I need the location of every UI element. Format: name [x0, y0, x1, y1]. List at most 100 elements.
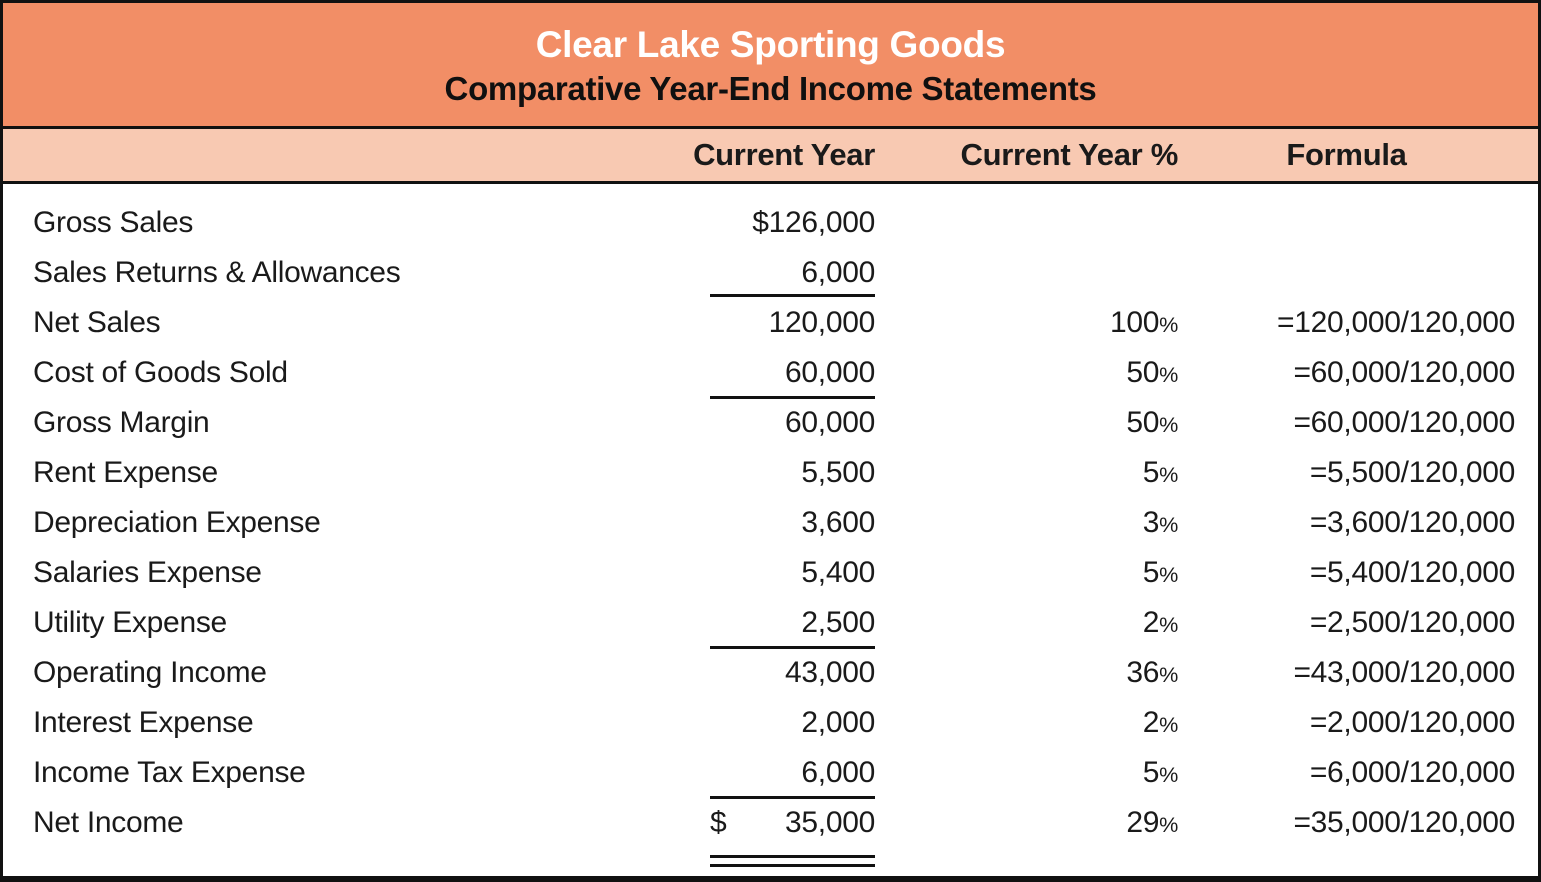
- row-percent: 5%: [875, 448, 1179, 500]
- amount-value: 60,000: [785, 406, 875, 439]
- row-percent: [875, 198, 1178, 248]
- row-amount: 3,600: [603, 498, 875, 550]
- table-row-interest-expense: Interest Expense 2,000 2% =2,000/120,000: [3, 698, 1538, 748]
- table-row-operating-income: Operating Income 43,000 36% =43,000/120,…: [3, 648, 1538, 698]
- statement-body: Gross Sales $126,000 Sales Returns & All…: [3, 184, 1538, 867]
- row-label: Income Tax Expense: [33, 756, 306, 789]
- row-formula: =35,000/120,000: [1293, 806, 1515, 839]
- table-row-net-sales: Net Sales 120,000 100% =120,000/120,000: [3, 298, 1538, 348]
- percent-value: 5: [1142, 556, 1160, 589]
- row-label: Cost of Goods Sold: [33, 356, 288, 389]
- percent-sign: %: [1159, 512, 1178, 537]
- row-label: Gross Margin: [33, 406, 210, 439]
- row-amount: 6,000: [603, 248, 875, 298]
- amount-value: 35,000: [785, 806, 875, 839]
- row-label: Utility Expense: [33, 606, 227, 639]
- percent-sign: %: [1159, 362, 1178, 387]
- row-formula: =3,600/120,000: [1309, 506, 1515, 539]
- row-formula: =5,500/120,000: [1309, 456, 1515, 489]
- percent-value: 50: [1126, 356, 1160, 389]
- row-percent: 2%: [875, 698, 1179, 750]
- amount-value: 2,500: [801, 606, 875, 639]
- row-amount: 2,500: [603, 598, 875, 650]
- amount-value: 43,000: [785, 656, 875, 689]
- statement-subtitle: Comparative Year-End Income Statements: [444, 70, 1097, 107]
- percent-sign: %: [1159, 712, 1178, 737]
- row-label: Depreciation Expense: [33, 506, 321, 539]
- amount-value: 5,400: [801, 556, 875, 589]
- percent-value: 2: [1142, 706, 1160, 739]
- percent-value: 50: [1126, 406, 1160, 439]
- table-row-depreciation-expense: Depreciation Expense 3,600 3% =3,600/120…: [3, 498, 1538, 548]
- row-formula: =5,400/120,000: [1309, 556, 1515, 589]
- table-row-income-tax-expense: Income Tax Expense 6,000 5% =6,000/120,0…: [3, 748, 1538, 800]
- amount-value: 5,500: [801, 456, 875, 489]
- percent-value: 3: [1142, 506, 1160, 539]
- table-row-rent-expense: Rent Expense 5,500 5% =5,500/120,000: [3, 448, 1538, 498]
- row-label: Salaries Expense: [33, 556, 262, 589]
- row-formula: =120,000/120,000: [1277, 306, 1515, 339]
- row-formula: =2,500/120,000: [1309, 606, 1515, 639]
- row-amount: 6,000: [603, 748, 875, 800]
- percent-sign: %: [1159, 312, 1178, 337]
- row-formula: =60,000/120,000: [1293, 406, 1515, 439]
- percent-sign: %: [1159, 412, 1178, 437]
- table-row-cogs: Cost of Goods Sold 60,000 50% =60,000/12…: [3, 348, 1538, 400]
- column-header-current-year-pct: Current Year %: [960, 137, 1179, 172]
- row-formula: =43,000/120,000: [1293, 656, 1515, 689]
- table-row-gross-margin: Gross Margin 60,000 50% =60,000/120,000: [3, 398, 1538, 448]
- row-label: Gross Sales: [33, 206, 194, 239]
- row-amount: $126,000: [603, 198, 875, 248]
- column-header-row: Current Year Current Year % Formula: [3, 129, 1538, 184]
- row-formula: =60,000/120,000: [1293, 356, 1515, 389]
- currency-symbol: $: [710, 806, 727, 839]
- row-amount: 43,000: [603, 648, 875, 700]
- row-amount: $35,000: [603, 798, 875, 867]
- amount-value: $126,000: [752, 206, 875, 239]
- percent-value: 29: [1126, 806, 1160, 839]
- row-percent: 36%: [875, 648, 1178, 700]
- row-label: Net Sales: [33, 306, 161, 339]
- amount-value: 6,000: [801, 256, 875, 289]
- row-label: Sales Returns & Allowances: [33, 256, 401, 289]
- percent-value: 36: [1126, 656, 1160, 689]
- row-formula: [1178, 198, 1538, 248]
- company-title: Clear Lake Sporting Goods: [535, 23, 1006, 65]
- row-percent: 50%: [875, 398, 1178, 450]
- row-amount: 5,500: [603, 448, 875, 500]
- row-percent: 29%: [875, 798, 1178, 850]
- row-amount: 2,000: [603, 698, 875, 750]
- row-amount: 60,000: [603, 398, 875, 450]
- table-row-sales-returns: Sales Returns & Allowances 6,000: [3, 248, 1538, 298]
- row-label: Rent Expense: [33, 456, 218, 489]
- row-label: Operating Income: [33, 656, 267, 689]
- row-label: Net Income: [33, 806, 184, 839]
- amount-value: 2,000: [801, 706, 875, 739]
- row-formula: =2,000/120,000: [1309, 706, 1515, 739]
- statement-header: Clear Lake Sporting Goods Comparative Ye…: [3, 3, 1538, 129]
- amount-value: 60,000: [785, 356, 875, 389]
- percent-sign: %: [1159, 612, 1178, 637]
- percent-sign: %: [1159, 812, 1178, 837]
- percent-sign: %: [1159, 762, 1178, 787]
- table-row-net-income: Net Income $35,000 29% =35,000/120,000: [3, 798, 1538, 867]
- amount-value: 6,000: [801, 756, 875, 789]
- column-header-current-year: Current Year: [693, 137, 875, 172]
- row-formula: =6,000/120,000: [1309, 756, 1515, 789]
- row-percent: 3%: [875, 498, 1179, 550]
- table-row-gross-sales: Gross Sales $126,000: [3, 198, 1538, 248]
- table-row-utility-expense: Utility Expense 2,500 2% =2,500/120,000: [3, 598, 1538, 650]
- column-header-spacer: [3, 129, 603, 181]
- row-percent: 2%: [875, 598, 1179, 650]
- amount-value: 120,000: [768, 306, 876, 339]
- column-header-formula: Formula: [1286, 137, 1407, 172]
- row-percent: 100%: [875, 298, 1178, 350]
- percent-value: 5: [1142, 756, 1160, 789]
- row-percent: 5%: [875, 548, 1179, 600]
- percent-value: 5: [1142, 456, 1160, 489]
- row-percent: [875, 248, 1178, 298]
- row-percent: 50%: [875, 348, 1178, 400]
- row-amount: 60,000: [603, 348, 875, 400]
- table-row-salaries-expense: Salaries Expense 5,400 5% =5,400/120,000: [3, 548, 1538, 598]
